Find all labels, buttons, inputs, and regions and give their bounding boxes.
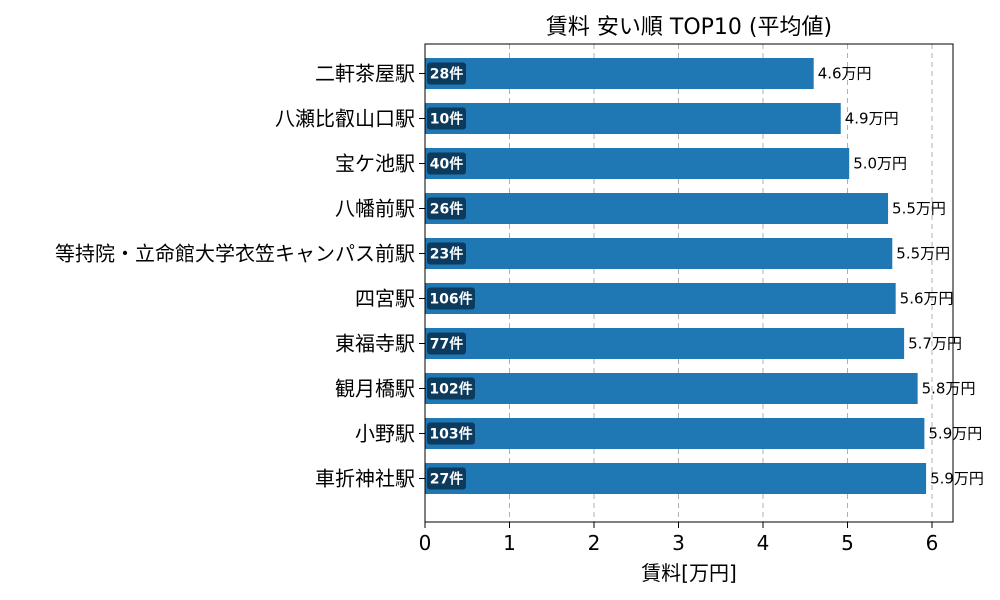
count-badge-7 [427, 377, 475, 400]
x-tick-label-1: 1 [503, 531, 516, 555]
value-label-2: 5.0万円 [853, 155, 907, 173]
bar-layer [425, 58, 927, 494]
count-badge-8 [427, 422, 475, 445]
x-axis-label: 賃料[万円] [641, 561, 737, 585]
x-tick-label-0: 0 [419, 531, 432, 555]
value-label-5: 5.6万円 [900, 290, 954, 308]
value-label-0: 4.6万円 [818, 65, 872, 83]
chart-title: 賃料 安い順 TOP10 (平均値) [546, 15, 832, 40]
category-label-1: 八瀬比叡山口駅 [275, 107, 415, 131]
category-label-8: 小野駅 [355, 422, 415, 446]
count-label-1: 10件 [430, 111, 463, 128]
count-badge-3 [427, 197, 466, 220]
count-label-6: 77件 [430, 336, 463, 353]
value-label-3: 5.5万円 [892, 200, 946, 218]
value-label-8: 5.9万円 [928, 425, 982, 443]
value-label-4: 5.5万円 [896, 245, 950, 263]
bar-4 [425, 238, 893, 269]
count-badge-1 [427, 107, 466, 130]
value-label-6: 5.7万円 [908, 335, 962, 353]
category-label-9: 車折神社駅 [315, 467, 415, 491]
category-label-4: 等持院・立命館大学衣笠キャンパス前駅 [55, 242, 415, 266]
count-label-9: 27件 [430, 471, 463, 488]
category-label-3: 八幡前駅 [335, 197, 415, 221]
x-tick-label-3: 3 [672, 531, 685, 555]
category-label-2: 宝ケ池駅 [335, 152, 415, 176]
count-badge-5 [427, 287, 475, 310]
x-tick-label-6: 6 [926, 531, 939, 555]
category-label-6: 東福寺駅 [335, 332, 415, 356]
tick-layer: 0 1 2 3 4 5 6 [419, 73, 939, 555]
value-label-7: 5.8万円 [922, 380, 976, 398]
count-label-0: 28件 [430, 66, 463, 83]
bar-0 [425, 58, 814, 89]
count-badge-6 [427, 332, 466, 355]
x-tick-label-5: 5 [841, 531, 854, 555]
x-tick-label-2: 2 [588, 531, 601, 555]
bar-9 [425, 463, 927, 494]
value-label-9: 5.9万円 [930, 470, 984, 488]
category-label-5: 四宮駅 [355, 287, 415, 311]
count-label-7: 102件 [429, 381, 472, 398]
count-badge-9 [427, 467, 466, 490]
count-label-8: 103件 [429, 426, 472, 443]
count-badge-2 [427, 152, 466, 175]
bar-6 [425, 328, 905, 359]
category-label-7: 観月橋駅 [335, 377, 415, 401]
bar-1 [425, 103, 841, 134]
count-label-3: 26件 [430, 201, 463, 218]
count-label-4: 23件 [430, 246, 463, 263]
category-label-0: 二軒茶屋駅 [315, 62, 415, 86]
x-tick-label-4: 4 [757, 531, 770, 555]
bar-8 [425, 418, 925, 449]
bar-7 [425, 373, 918, 404]
plot-frame [424, 43, 954, 523]
value-label-1: 4.9万円 [845, 110, 899, 128]
bar-3 [425, 193, 889, 224]
count-badge-0 [427, 62, 466, 85]
bar-2 [425, 148, 850, 179]
count-label-5: 106件 [429, 291, 472, 308]
bar-5 [425, 283, 896, 314]
count-badge-4 [427, 242, 466, 265]
count-label-2: 40件 [430, 156, 463, 173]
